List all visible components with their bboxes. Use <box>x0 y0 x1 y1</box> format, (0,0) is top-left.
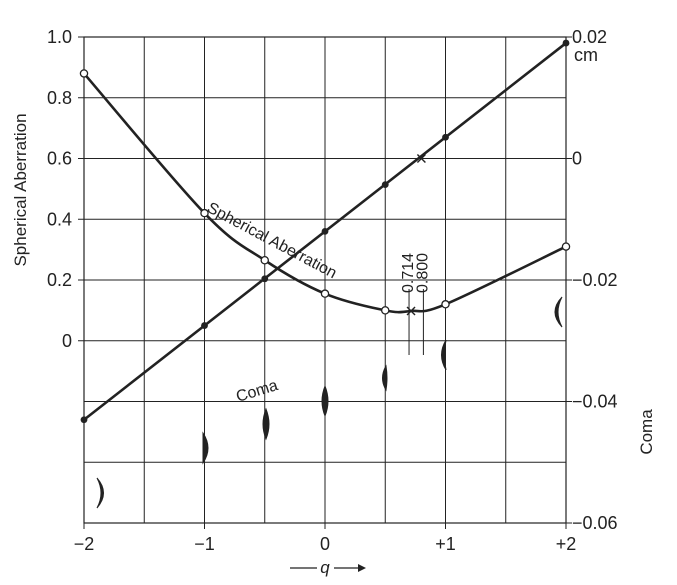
x-axis-arrowhead <box>358 564 366 572</box>
data-markers <box>79 39 571 424</box>
bottom-tick-label: −2 <box>74 534 95 554</box>
right-axis-unit: cm <box>574 45 598 65</box>
spherical-aberration-point <box>260 256 269 265</box>
lens-shape-icon <box>554 296 563 328</box>
spherical-aberration-point <box>441 300 450 309</box>
right-axis-title: Coma <box>637 409 656 455</box>
lens-shapes <box>96 296 563 509</box>
spherical-aberration-point <box>380 306 390 315</box>
left-tick-label: 0.2 <box>47 270 72 290</box>
spherical-aberration-label: Spherical Aberration <box>204 200 339 283</box>
lens-shape-icon <box>202 431 209 465</box>
x-axis-title: q <box>320 558 330 577</box>
bottom-tick-label: +1 <box>435 534 456 554</box>
bottom-tick-label: 0 <box>320 534 330 554</box>
bottom-tick-label: −1 <box>194 534 215 554</box>
lens-shape-icon <box>262 407 270 441</box>
lens-shape-icon <box>96 477 104 509</box>
right-tick-label: −0.04 <box>572 392 618 412</box>
left-tick-label: 0.4 <box>47 209 72 229</box>
lens-shape-icon <box>441 339 447 371</box>
left-tick-label: 0 <box>62 331 72 351</box>
left-tick-label: 1.0 <box>47 27 72 47</box>
spherical-aberration-point <box>561 242 571 251</box>
left-tick-label: 0.6 <box>47 149 72 169</box>
right-tick-label: 0.02 <box>572 27 607 47</box>
coma-point <box>80 416 88 424</box>
spherical-aberration-point <box>200 208 209 218</box>
annotation-0800: 0.800 <box>414 253 431 293</box>
right-tick-label: −0.06 <box>572 513 618 533</box>
spherical-aberration-point <box>320 289 330 298</box>
left-axis-title: Spherical Aberration <box>11 113 30 266</box>
annotation-0714: 0.714 <box>400 253 417 293</box>
coma-point <box>261 275 269 283</box>
grid <box>78 36 572 529</box>
coma-point <box>321 228 329 235</box>
lens-shape-icon <box>321 384 329 418</box>
coma-point <box>442 133 449 141</box>
right-tick-label: −0.02 <box>572 270 618 290</box>
bottom-tick-label: +2 <box>556 534 577 554</box>
lens-shape-icon <box>382 364 388 392</box>
coma-point <box>562 39 570 47</box>
zero-crossing-x-mark <box>416 154 426 163</box>
spherical-aberration-point <box>79 69 89 78</box>
left-tick-label: 0.8 <box>47 88 72 108</box>
coma-point <box>201 322 208 329</box>
minimum-x-mark <box>406 306 416 316</box>
right-tick-label: 0 <box>572 149 582 169</box>
coma-point <box>381 181 389 189</box>
